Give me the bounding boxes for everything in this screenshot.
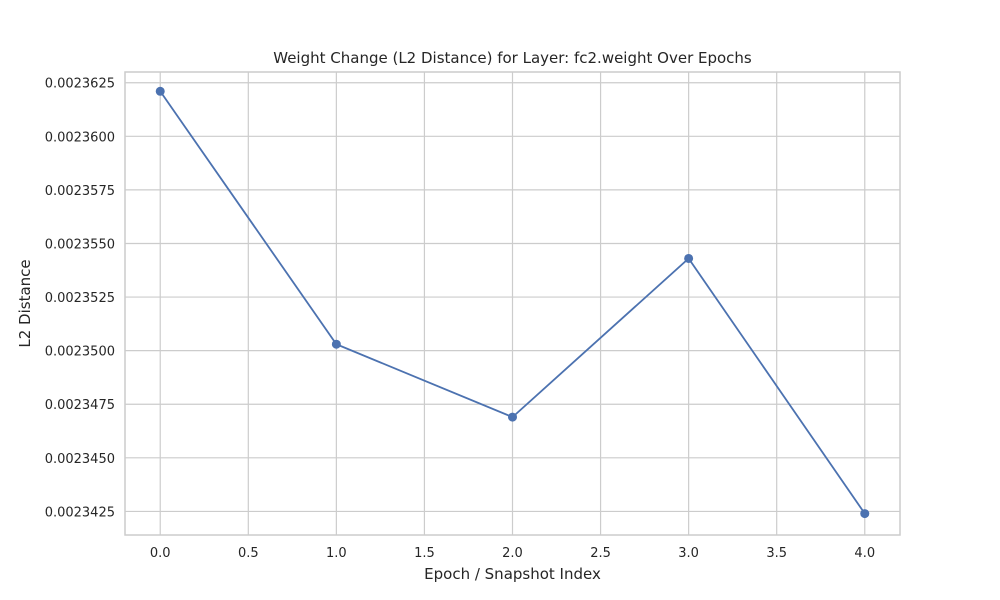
data-point — [331, 339, 341, 349]
y-tick-label: 0.0023525 — [45, 291, 115, 306]
data-series — [155, 86, 870, 519]
grid-lines — [125, 72, 900, 535]
x-tick-label: 4.0 — [854, 546, 875, 561]
x-tick-label: 0.0 — [150, 546, 171, 561]
y-tick-label: 0.0023575 — [45, 184, 115, 199]
x-tick-label: 1.5 — [414, 546, 435, 561]
y-tick-label: 0.0023475 — [45, 398, 115, 413]
x-axis-label: Epoch / Snapshot Index — [424, 565, 601, 583]
chart-title: Weight Change (L2 Distance) for Layer: f… — [273, 49, 752, 67]
x-tick-label: 1.0 — [326, 546, 347, 561]
y-tick-label: 0.0023425 — [45, 505, 115, 520]
y-tick-label: 0.0023600 — [45, 130, 115, 145]
y-tick-label: 0.0023550 — [45, 237, 115, 252]
y-tick-label: 0.0023500 — [45, 345, 115, 360]
x-tick-label: 0.5 — [238, 546, 259, 561]
y-tick-label: 0.0023625 — [45, 77, 115, 92]
x-tick-label: 2.5 — [590, 546, 611, 561]
x-tick-label: 2.0 — [502, 546, 523, 561]
plot-frame — [124, 71, 901, 536]
tick-labels: 0.0 0.5 1.0 1.5 2.0 2.5 3.0 3.5 4.0 0.0023425 0.00… — [45, 77, 875, 561]
y-tick-label: 0.0023450 — [45, 452, 115, 467]
y-axis-label: L2 Distance — [16, 259, 34, 347]
data-point — [860, 509, 870, 519]
data-point — [155, 86, 165, 96]
data-point — [684, 253, 694, 263]
data-point — [508, 412, 517, 422]
x-tick-label: 3.5 — [766, 546, 787, 561]
x-tick-label: 3.0 — [678, 546, 699, 561]
